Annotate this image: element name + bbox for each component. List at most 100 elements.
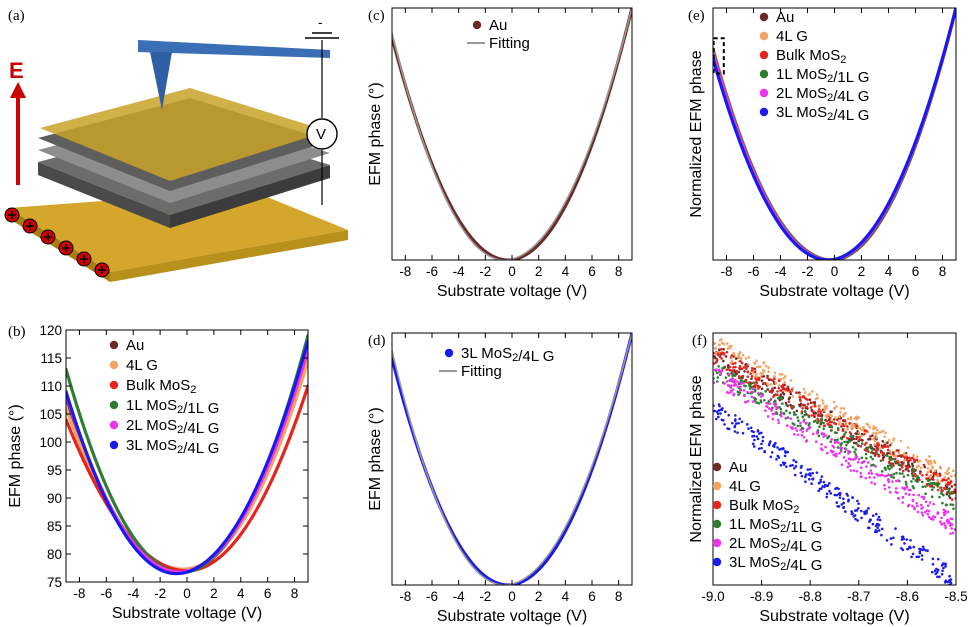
data-point xyxy=(869,445,872,449)
data-point xyxy=(855,422,858,426)
data-point xyxy=(901,469,905,473)
data-point xyxy=(756,429,760,433)
data-point xyxy=(897,451,900,455)
series-4l-g xyxy=(713,338,956,485)
data-point xyxy=(809,406,813,409)
data-point xyxy=(936,478,939,482)
data-point xyxy=(740,382,743,385)
data-point xyxy=(921,474,924,477)
data-point xyxy=(865,441,868,445)
data-point xyxy=(755,435,759,438)
data-point xyxy=(855,435,859,439)
data-point xyxy=(886,451,889,455)
data-point xyxy=(752,381,756,385)
data-point xyxy=(944,478,948,482)
data-point xyxy=(764,364,768,368)
data-point xyxy=(825,451,829,455)
data-point xyxy=(887,438,891,442)
data-point xyxy=(933,569,937,573)
data-point xyxy=(859,475,863,479)
data-point xyxy=(947,477,950,480)
x-tick-label: -8 xyxy=(399,264,411,279)
data-point xyxy=(724,376,728,379)
data-point xyxy=(823,424,827,427)
data-point xyxy=(941,562,945,566)
data-point xyxy=(936,557,940,561)
data-point xyxy=(820,475,824,478)
data-point xyxy=(885,454,889,457)
data-point xyxy=(792,459,796,462)
legend-label: Fitting xyxy=(461,363,502,380)
data-point xyxy=(930,488,934,492)
data-point xyxy=(832,400,836,404)
data-point xyxy=(753,390,757,393)
data-point xyxy=(883,435,887,438)
data-point xyxy=(764,390,767,393)
data-point xyxy=(836,446,840,449)
legend-marker xyxy=(109,380,119,390)
data-point xyxy=(816,410,820,414)
data-point xyxy=(929,485,932,488)
data-point xyxy=(912,458,916,461)
data-point xyxy=(930,570,934,574)
data-point xyxy=(811,432,815,436)
data-point xyxy=(875,452,879,455)
data-point xyxy=(830,414,834,418)
data-point xyxy=(926,466,930,470)
data-point xyxy=(944,503,948,507)
data-point xyxy=(922,463,926,467)
data-point xyxy=(713,341,717,345)
charts: (b)-8 -6 -4 -2 0 2 4 6 8758085909510010511011512… xyxy=(7,7,968,625)
data-point xyxy=(740,367,744,371)
data-point xyxy=(760,442,763,446)
data-point xyxy=(766,415,770,418)
legend-marker xyxy=(109,360,119,370)
panel-b-label: (b) xyxy=(8,324,26,340)
data-point xyxy=(870,464,873,467)
data-point xyxy=(847,452,850,455)
data-point xyxy=(875,436,879,439)
x-axis-label: Substrate voltage (V) xyxy=(437,608,587,625)
data-point xyxy=(828,417,832,420)
data-point xyxy=(927,459,930,463)
data-point xyxy=(740,361,744,365)
data-point xyxy=(926,512,930,516)
data-point xyxy=(820,443,823,446)
data-point xyxy=(822,435,825,438)
data-point xyxy=(715,357,719,361)
data-point xyxy=(892,476,895,479)
data-point xyxy=(785,409,788,413)
data-point xyxy=(910,472,914,475)
data-point xyxy=(801,406,804,410)
data-point xyxy=(880,527,884,531)
data-point xyxy=(732,384,736,387)
data-point xyxy=(784,449,787,453)
data-point xyxy=(822,432,826,436)
data-point xyxy=(836,505,839,508)
legend-marker xyxy=(109,420,119,430)
data-point xyxy=(944,524,947,527)
data-point xyxy=(872,437,875,441)
data-point xyxy=(869,518,872,522)
chart-c: (c) -8 -6 -4 -2 0 2 4 6 8 Substrate voltage (V) EFM… xyxy=(367,7,633,300)
data-point xyxy=(780,373,784,376)
data-point xyxy=(924,549,928,552)
data-point xyxy=(936,511,940,514)
data-point xyxy=(852,441,856,445)
data-point xyxy=(760,387,764,391)
data-point xyxy=(803,391,807,394)
data-point xyxy=(824,445,827,449)
data-point xyxy=(944,562,947,565)
data-point xyxy=(895,471,898,475)
cantilever xyxy=(138,40,330,58)
data-point xyxy=(781,402,784,405)
data-point xyxy=(806,398,809,402)
data-point xyxy=(850,435,854,439)
data-point xyxy=(940,516,943,520)
data-point xyxy=(732,392,736,396)
data-point xyxy=(794,460,798,464)
series-3l-mos2-4l-g xyxy=(66,339,308,576)
data-point xyxy=(886,448,890,452)
data-point xyxy=(782,392,786,396)
data-point xyxy=(817,434,821,438)
